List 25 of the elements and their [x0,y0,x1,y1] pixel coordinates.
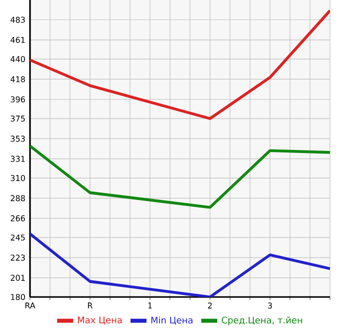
y-tick-label: 310 [10,175,25,182]
x-tick-label: 1 [148,302,152,308]
line-series [30,9,330,120]
legend-label: Max Цена [78,316,122,325]
y-tick-label: 418 [10,76,25,82]
y-tick-label: 266 [10,215,25,222]
y-tick-label: 483 [10,16,25,23]
y-tick-label: 396 [10,96,25,102]
y-tick-label: 180 [11,294,25,300]
y-tick-label: 331 [10,156,25,162]
x-tick-label: 2 [208,302,212,308]
y-tick-label: 375 [10,116,25,122]
x-tick-label: R [88,302,93,308]
y-tick-label: 440 [10,56,25,62]
y-tick-label: 461 [10,36,25,43]
y-tick-label: 353 [10,136,25,142]
y-tick-label: 201 [10,274,25,281]
x-tick-label: RA [25,302,36,308]
legend-label: Сред.Цена, т.йен [222,316,302,326]
legend-label: Min Цена [151,316,192,325]
line-series [30,144,330,209]
y-tick-label: 245 [10,234,25,241]
y-tick-label: 288 [10,195,25,202]
y-tick-label: 223 [10,254,25,261]
x-tick-label: 3 [268,302,272,309]
